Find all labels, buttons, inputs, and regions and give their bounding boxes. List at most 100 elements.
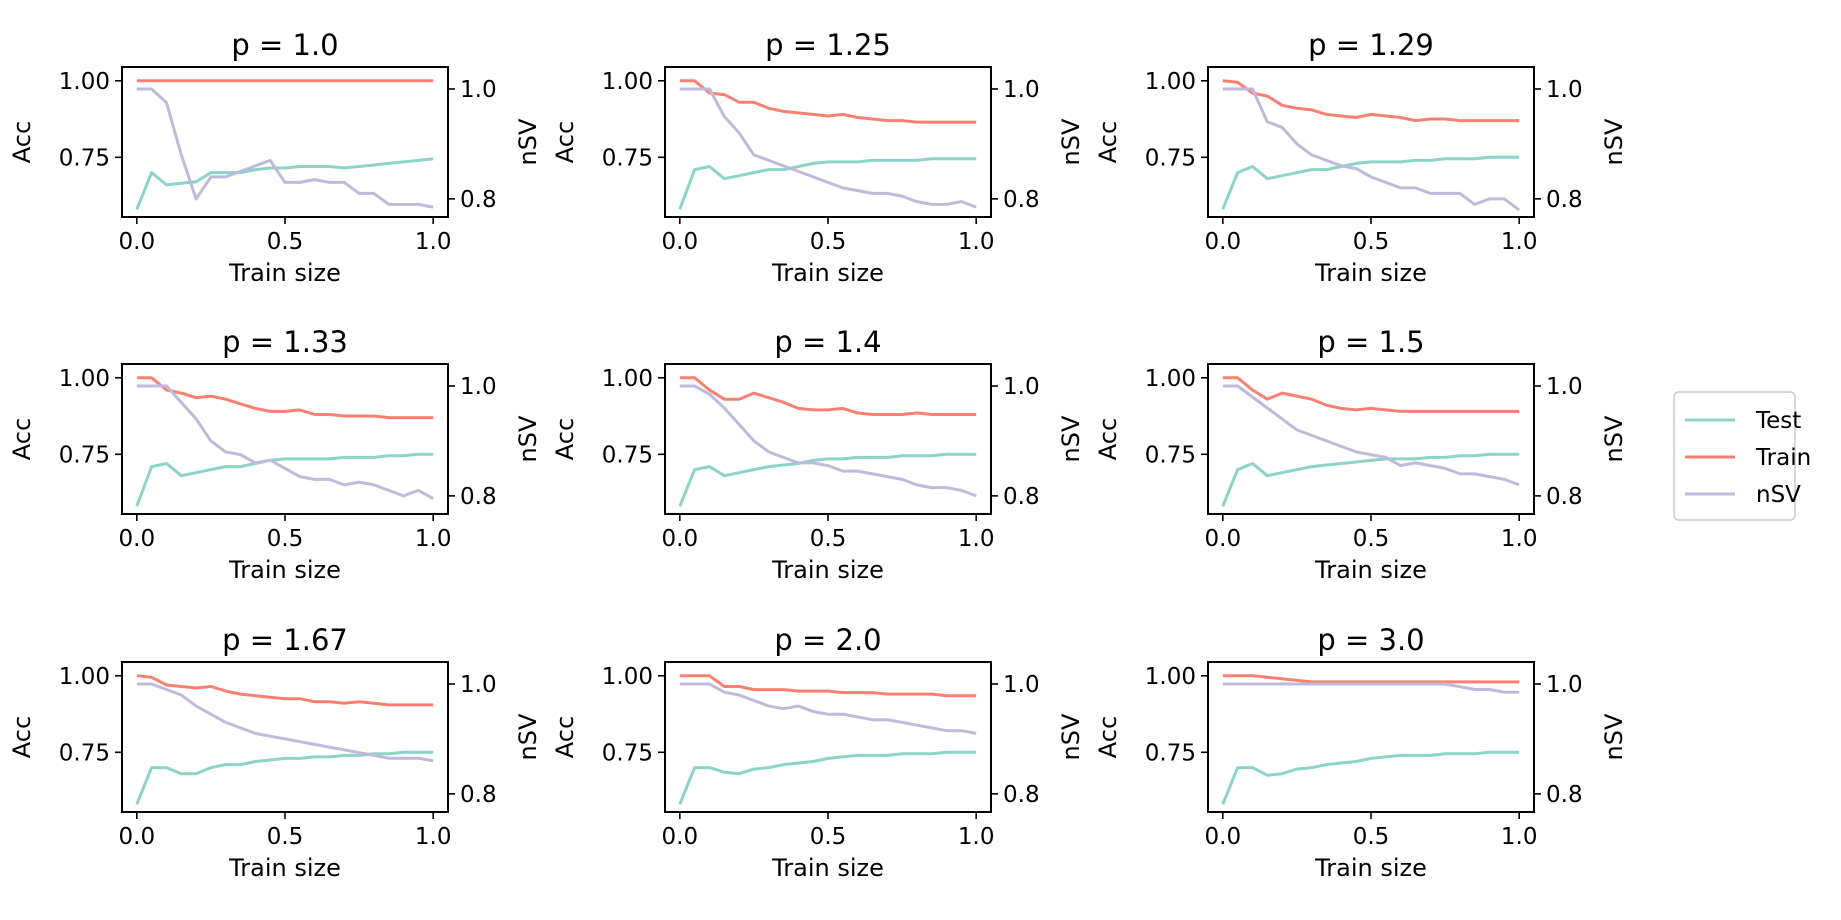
x-tick-label: 0.5 xyxy=(267,526,304,552)
y-left-tick-label: 1.00 xyxy=(602,664,653,690)
series-line-train-7 xyxy=(136,674,434,707)
x-axis-label: Train size xyxy=(1314,556,1427,584)
x-tick-label: 0.0 xyxy=(1205,526,1242,552)
y-left-tick-label: 1.00 xyxy=(59,664,110,690)
y-left-tick-label: 0.75 xyxy=(602,740,653,766)
y-left-axis-label: Acc xyxy=(1094,121,1122,163)
x-tick-label: 0.0 xyxy=(662,526,699,552)
y-right-tick-label: 0.8 xyxy=(1003,782,1040,808)
y-right-tick-label: 0.8 xyxy=(1003,187,1040,213)
series-line-train-6 xyxy=(1222,376,1520,413)
x-tick-label: 1.0 xyxy=(415,526,452,552)
series-line-nsv-9 xyxy=(1222,682,1520,694)
x-axis-label: Train size xyxy=(771,854,884,882)
series-line-test-8 xyxy=(678,750,977,805)
x-tick-label: 1.0 xyxy=(415,824,452,850)
y-left-tick-label: 1.00 xyxy=(1145,366,1196,392)
x-axis-label: Train size xyxy=(771,259,884,287)
y-right-tick-label: 1.0 xyxy=(1546,672,1583,698)
series-line-nsv-2 xyxy=(679,87,977,209)
series-line-nsv-6 xyxy=(1222,384,1520,487)
y-right-axis-label: nSV xyxy=(514,118,542,165)
x-tick-label: 1.0 xyxy=(958,824,995,850)
y-left-tick-label: 1.00 xyxy=(602,366,653,392)
series-line-test-1 xyxy=(135,157,434,210)
axes-frame-1 xyxy=(121,66,449,218)
y-right-tick-label: 0.8 xyxy=(1546,782,1583,808)
series-line-train-2 xyxy=(679,79,977,124)
y-right-axis-label: nSV xyxy=(1057,118,1085,165)
y-left-axis-label: Acc xyxy=(1094,716,1122,758)
y-right-tick-label: 0.8 xyxy=(460,782,497,808)
x-tick-label: 0.0 xyxy=(119,229,156,255)
series-line-nsv-8 xyxy=(679,682,977,735)
series-line-nsv-4 xyxy=(136,384,434,500)
panel-title: p = 3.0 xyxy=(1317,623,1424,657)
x-tick-label: 0.5 xyxy=(1353,824,1390,850)
x-tick-label: 0.5 xyxy=(810,229,847,255)
y-right-tick-label: 0.8 xyxy=(1546,187,1583,213)
y-left-axis-label: Acc xyxy=(8,716,36,758)
series-line-train-8 xyxy=(679,674,977,698)
x-tick-label: 0.5 xyxy=(267,824,304,850)
y-right-axis-label: nSV xyxy=(1600,415,1628,462)
panel-title: p = 1.29 xyxy=(1308,28,1434,62)
y-left-axis-label: Acc xyxy=(551,716,579,758)
x-axis-label: Train size xyxy=(1314,259,1427,287)
x-tick-label: 0.0 xyxy=(119,526,156,552)
x-tick-label: 0.0 xyxy=(662,229,699,255)
series-line-train-4 xyxy=(136,376,434,420)
y-right-tick-label: 1.0 xyxy=(1003,374,1040,400)
panel-title: p = 1.5 xyxy=(1317,325,1424,359)
series-line-train-5 xyxy=(679,376,977,416)
y-right-axis-label: nSV xyxy=(1600,713,1628,760)
legend-label-test: Test xyxy=(1755,408,1801,434)
series-line-test-6 xyxy=(1221,452,1520,507)
y-left-tick-label: 0.75 xyxy=(1145,442,1196,468)
y-left-tick-label: 0.75 xyxy=(59,442,110,468)
x-tick-label: 0.5 xyxy=(267,229,304,255)
x-axis-label: Train size xyxy=(228,854,341,882)
y-left-tick-label: 1.00 xyxy=(1145,69,1196,95)
series-line-nsv-5 xyxy=(679,384,977,498)
legend-label-train: Train xyxy=(1755,445,1811,471)
y-left-tick-label: 0.75 xyxy=(59,740,110,766)
axes-frame-2 xyxy=(664,66,992,218)
y-right-tick-label: 1.0 xyxy=(1546,374,1583,400)
y-left-axis-label: Acc xyxy=(551,121,579,163)
x-tick-label: 0.0 xyxy=(1205,824,1242,850)
y-left-axis-label: Acc xyxy=(8,121,36,163)
series-line-test-9 xyxy=(1221,750,1520,805)
x-tick-label: 1.0 xyxy=(958,526,995,552)
series-line-train-3 xyxy=(1222,79,1520,123)
y-left-axis-label: Acc xyxy=(8,418,36,460)
axes-frame-5 xyxy=(664,363,992,515)
y-left-tick-label: 0.75 xyxy=(1145,740,1196,766)
x-tick-label: 0.5 xyxy=(810,824,847,850)
series-line-test-4 xyxy=(135,452,434,507)
x-tick-label: 1.0 xyxy=(415,229,452,255)
x-axis-label: Train size xyxy=(228,259,341,287)
series-line-nsv-1 xyxy=(136,87,434,209)
x-tick-label: 0.0 xyxy=(662,824,699,850)
y-left-tick-label: 1.00 xyxy=(59,366,110,392)
y-right-axis-label: nSV xyxy=(514,415,542,462)
y-left-axis-label: Acc xyxy=(1094,418,1122,460)
y-right-tick-label: 1.0 xyxy=(460,374,497,400)
y-left-tick-label: 1.00 xyxy=(59,69,110,95)
y-left-tick-label: 0.75 xyxy=(602,145,653,171)
panel-title: p = 1.33 xyxy=(222,325,348,359)
y-left-tick-label: 1.00 xyxy=(602,69,653,95)
axes-frame-3 xyxy=(1207,66,1535,218)
x-tick-label: 1.0 xyxy=(1501,229,1538,255)
panel-title: p = 1.0 xyxy=(231,28,338,62)
y-left-axis-label: Acc xyxy=(551,418,579,460)
series-line-test-2 xyxy=(678,157,977,210)
series-line-train-9 xyxy=(1222,674,1520,684)
y-right-tick-label: 1.0 xyxy=(1003,672,1040,698)
axes-frame-4 xyxy=(121,363,449,515)
y-right-axis-label: nSV xyxy=(514,713,542,760)
axes-frame-6 xyxy=(1207,363,1535,515)
series-line-test-3 xyxy=(1221,155,1520,210)
y-right-tick-label: 1.0 xyxy=(1003,77,1040,103)
